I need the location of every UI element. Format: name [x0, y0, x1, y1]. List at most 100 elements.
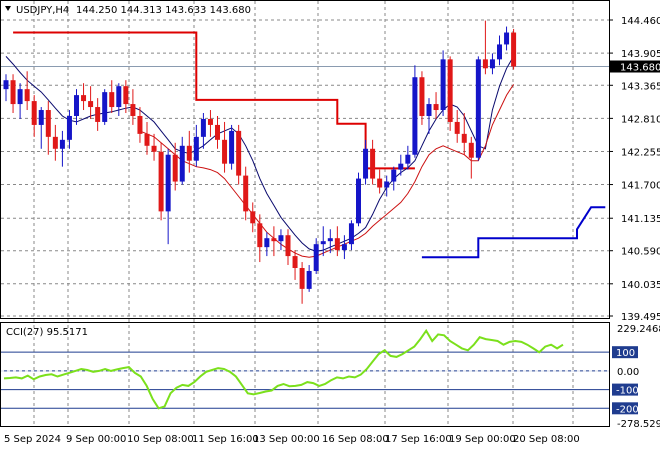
candle-body: [17, 89, 23, 105]
candle-body: [130, 104, 136, 116]
candle-body: [243, 175, 249, 212]
price-tick-label: 139.495: [621, 312, 660, 323]
candle-body: [81, 95, 87, 102]
bear-candle: [250, 202, 256, 233]
bear-candle: [334, 226, 340, 257]
ma-slow-line: [139, 84, 515, 258]
bull-candle: [38, 107, 44, 149]
candle-body: [285, 235, 291, 257]
candle-body: [348, 223, 354, 245]
time-axis-label: 13 Sep 00:00: [253, 434, 320, 445]
bear-candle: [130, 89, 136, 125]
triangle-down-icon[interactable]: [5, 6, 11, 11]
price-pane-frame: [0, 0, 610, 319]
bear-candle: [370, 139, 376, 185]
bear-candle: [377, 169, 383, 194]
candle-body: [250, 211, 256, 224]
stop-line-blue: [421, 206, 606, 259]
bull-candle: [59, 130, 65, 167]
bear-candle: [158, 142, 164, 221]
candle-body: [482, 59, 488, 69]
bear-candle: [215, 115, 220, 149]
candle-body: [38, 110, 44, 125]
candle-body: [74, 95, 79, 116]
current-price-label: 143.680: [620, 63, 660, 74]
bear-candle: [24, 71, 30, 111]
candle-body: [102, 92, 108, 122]
bear-candle: [511, 28, 517, 70]
bear-candle: [95, 98, 101, 131]
candle-body: [363, 148, 369, 179]
candle-body: [440, 59, 446, 111]
candle-body: [123, 86, 129, 105]
candle-body: [200, 118, 206, 137]
candle-body: [52, 136, 58, 149]
candle-body: [454, 121, 460, 134]
candle-body: [109, 92, 115, 108]
candle-body: [236, 130, 242, 176]
bull-candle: [313, 238, 319, 274]
bull-candle: [264, 232, 270, 257]
candle-body: [398, 163, 404, 170]
candle-body: [116, 86, 122, 108]
candle-body: [193, 136, 199, 161]
candle-body: [306, 270, 312, 289]
time-axis-label: 16 Sep 08:00: [322, 434, 389, 445]
bear-candle: [243, 166, 249, 221]
cci-tick-label: -200: [616, 404, 639, 415]
candle-body: [412, 77, 418, 155]
bull-candle: [475, 56, 481, 161]
bull-candle: [320, 226, 326, 257]
indicator-pane-frame: [0, 322, 610, 427]
candle-body: [511, 32, 517, 67]
candle-body: [95, 107, 101, 122]
time-axis-label: 17 Sep 16:00: [385, 434, 452, 445]
time-axis-label: 20 Sep 08:00: [513, 434, 580, 445]
bull-candle: [384, 175, 390, 197]
candle-body: [405, 154, 411, 164]
candle-body: [229, 130, 235, 164]
candle-body: [504, 32, 510, 45]
bear-candle: [172, 142, 178, 191]
price-tick-label: 141.700: [621, 181, 660, 192]
bull-candle: [17, 83, 23, 119]
cci-tick-label: 229.2468: [617, 324, 660, 335]
price-tick-label: 143.905: [621, 49, 660, 60]
candles: [3, 20, 517, 304]
cci-tick-label: 0.00: [617, 367, 639, 378]
price-tick-label: 142.810: [621, 114, 660, 125]
candle-body: [377, 178, 383, 188]
cci-tick-label: 100: [616, 348, 635, 359]
bear-candle: [123, 80, 129, 114]
time-axis-label: 5 Sep 2024: [4, 434, 61, 445]
candle-body: [292, 256, 298, 269]
bull-candle: [341, 235, 347, 260]
bull-candle: [356, 172, 361, 227]
candle-body: [271, 238, 277, 242]
candle-body: [179, 145, 185, 182]
time-axis-label: 11 Sep 16:00: [192, 434, 259, 445]
bull-candle: [405, 145, 411, 170]
bear-candle: [257, 214, 263, 263]
candle-body: [356, 178, 361, 224]
bear-candle: [454, 110, 460, 143]
bull-candle: [426, 98, 432, 134]
candle-body: [59, 139, 65, 149]
candle-body: [172, 154, 178, 182]
grid-lines: [1, 1, 609, 426]
axes: 144.460 143.905 143.365 142.810 142.255 141.7…: [4, 16, 660, 445]
symbol-label: USDJPY,H4: [16, 5, 69, 16]
candle-body: [370, 148, 376, 179]
price-tick-label: 141.135: [621, 214, 660, 225]
bear-candle: [45, 101, 51, 155]
candle-body: [3, 80, 9, 90]
candle-body: [320, 241, 326, 245]
candle-body: [10, 80, 16, 105]
candle-body: [426, 104, 432, 116]
bear-candle: [109, 80, 115, 114]
cci-indicator: [1, 328, 609, 410]
bear-candle: [207, 110, 213, 137]
candle-body: [419, 77, 425, 116]
bull-candle: [440, 50, 446, 116]
